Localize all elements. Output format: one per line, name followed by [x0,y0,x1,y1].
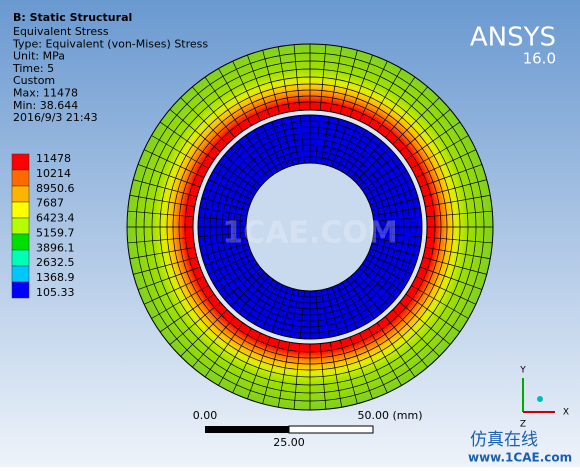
header-line: Custom [13,74,55,87]
scale-bar [205,426,289,433]
legend-label: 6423.4 [36,212,75,225]
legend-label: 1368.9 [36,271,75,284]
legend-label: 105.33 [36,286,75,299]
legend-swatch [11,217,30,235]
mesh-circle [233,150,387,304]
triad-label: Y [519,366,526,376]
watermark: 1CAE.COM [222,216,397,251]
mesh-circle [159,76,461,378]
mesh-circle [151,68,469,386]
legend-swatch [11,281,30,299]
legend-label: 10214 [36,167,71,180]
mesh-circle [203,120,417,334]
mesh-circle [178,95,442,359]
legend-label: 8950.6 [36,182,75,195]
mesh-circle [215,132,405,322]
mesh-circle [221,138,399,316]
mesh-circle [209,126,411,328]
triad-label: Z [520,420,526,430]
legend-swatch [11,249,30,267]
header-line: 2016/9/3 21:43 [13,111,98,124]
header-line: Equivalent Stress [13,25,109,38]
brand: 仿真在线 [470,430,538,450]
legend-label: 2632.5 [36,256,75,269]
mesh-circle [184,101,436,353]
legend-swatch [11,169,30,187]
version: 16.0 [523,50,556,68]
triad-label: X [563,408,569,418]
header-line: Min: 38.644 [13,99,78,112]
mesh-circle [239,156,381,298]
scale-middle: 25.00 [273,436,305,449]
mesh-circle [143,60,477,394]
triad-z [537,396,543,402]
header-line: Time: 5 [12,62,54,75]
mesh-circle [135,52,485,402]
legend-label: 11478 [36,152,71,165]
legend-swatch [11,185,30,203]
url: www.1CAE.com [468,451,572,465]
mesh-circle [227,144,393,310]
mesh [127,44,493,410]
legend-swatch [11,153,30,171]
legend-label: 5159.7 [36,226,75,239]
header-line: Max: 11478 [13,87,78,100]
scale-end: 50.00 (mm) [357,409,422,422]
header-line: Type: Equivalent (von-Mises) Stress [12,37,208,50]
scale-start: 0.00 [193,409,218,422]
mesh-circle [172,89,448,365]
legend-swatch [11,233,30,251]
logo: ANSYS [470,23,556,53]
legend-swatch [11,265,30,283]
mesh-circle [166,83,454,371]
legend-label: 7687 [36,197,64,210]
scale-bar [288,425,374,434]
title: B: Static Structural [13,11,132,24]
header-line: Unit: MPa [13,50,65,63]
legend-swatch [11,201,30,219]
legend-label: 3896.1 [36,241,75,254]
